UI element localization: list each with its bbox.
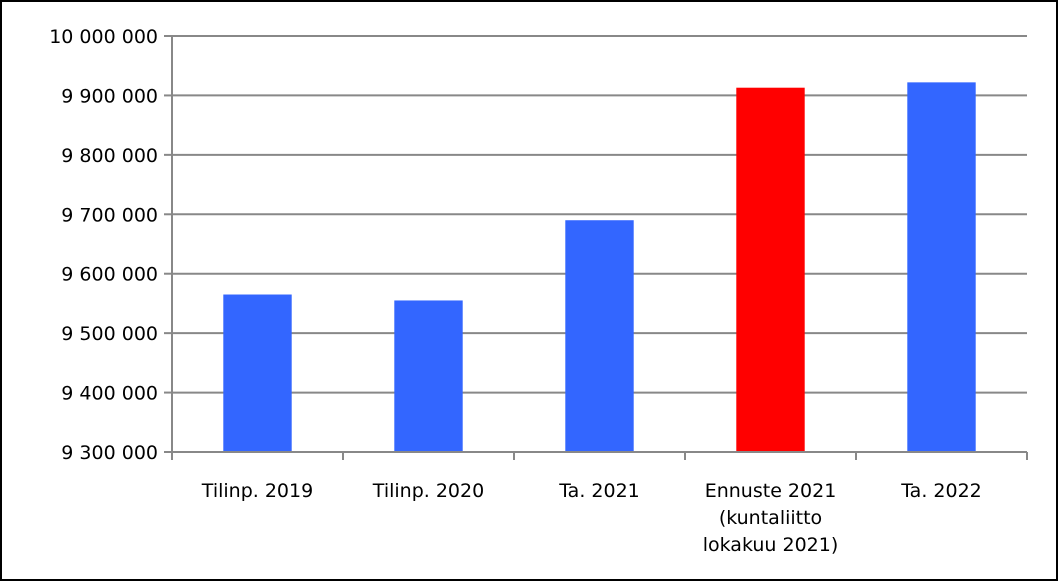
bar [394, 300, 463, 452]
x-category-labels: Tilinp. 2019 Tilinp. 2020 Ta. 2021 Ennuste … [201, 480, 982, 556]
y-tick-label: 9 800 000 [61, 145, 158, 167]
x-category-label: Ennuste 2021 [705, 480, 837, 502]
x-category-label: Ta. 2021 [558, 480, 640, 502]
x-category-label: Ta. 2022 [900, 480, 982, 502]
y-tick-label: 9 700 000 [61, 204, 158, 226]
y-tick-label: 9 900 000 [61, 85, 158, 107]
y-tick-label: 9 500 000 [61, 323, 158, 345]
x-category-label: Tilinp. 2020 [372, 480, 484, 502]
y-tick-labels: 9 300 000 9 400 000 9 500 000 9 600 000 9 70… [49, 26, 158, 464]
y-tick-label: 9 600 000 [61, 264, 158, 286]
bar [565, 220, 634, 452]
y-tick-label: 9 400 000 [61, 383, 158, 405]
bars [223, 82, 976, 453]
x-category-label: (kuntaliitto [719, 507, 822, 529]
bar [736, 87, 805, 453]
x-category-label: Tilinp. 2019 [201, 480, 313, 502]
x-category-label: lokakuu 2021) [703, 534, 839, 556]
axes [164, 35, 1028, 460]
gridlines [172, 35, 1027, 394]
bar [223, 294, 292, 452]
y-tick-label: 9 300 000 [61, 442, 158, 464]
y-tick-label: 10 000 000 [49, 26, 158, 48]
bar [907, 82, 976, 453]
